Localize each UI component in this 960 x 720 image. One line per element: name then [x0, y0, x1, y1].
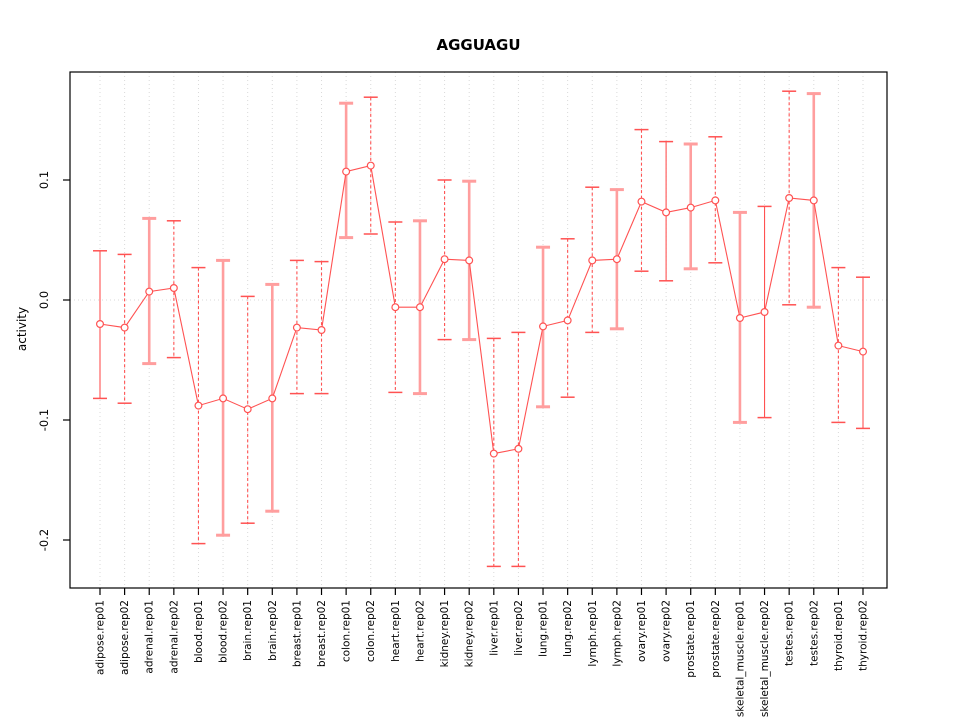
data-point: [834, 341, 843, 350]
x-tick-label: colon.rep01: [341, 600, 353, 662]
x-tick-label: adrenal.rep01: [144, 600, 156, 674]
x-tick-label: liver.rep02: [513, 600, 525, 656]
x-tick-label: heart.rep02: [414, 600, 426, 662]
y-tick-label: 0.1: [37, 171, 51, 189]
data-point: [391, 303, 400, 312]
x-tick-label: thyroid.rep02: [858, 600, 870, 671]
x-tick-label: adipose.rep02: [119, 600, 131, 675]
data-point: [489, 449, 498, 458]
x-tick-label: testes.rep02: [808, 600, 820, 666]
data-point: [317, 326, 326, 335]
x-tick-label: breast.rep02: [316, 600, 328, 667]
data-point: [440, 255, 449, 264]
data-point: [612, 255, 621, 264]
data-point: [169, 284, 178, 293]
data-point: [268, 394, 277, 403]
data-point: [686, 203, 695, 212]
x-tick-label: blood.rep02: [218, 600, 230, 663]
data-point: [219, 394, 228, 403]
x-tick-label: lung.rep02: [562, 600, 574, 657]
data-point: [735, 314, 744, 323]
plot-border: [69, 71, 888, 589]
data-point: [711, 196, 720, 205]
y-tick-label: -0.2: [37, 529, 51, 551]
data-point: [366, 161, 375, 170]
data-point: [563, 316, 572, 325]
x-tick-label: blood.rep01: [193, 600, 205, 663]
x-tick-label: kidney.rep01: [439, 600, 451, 667]
x-tick-label: liver.rep01: [488, 600, 500, 656]
x-tick-label: skeletal_muscle.rep02: [759, 600, 771, 717]
x-tick-label: kidney.rep02: [464, 600, 476, 667]
data-point: [514, 444, 523, 453]
data-point: [120, 323, 129, 332]
data-point: [760, 308, 769, 317]
x-tick-label: lung.rep01: [538, 600, 550, 657]
x-tick-label: thyroid.rep01: [833, 600, 845, 671]
data-point: [588, 256, 597, 265]
data-point: [415, 303, 424, 312]
x-tick-label: adipose.rep01: [95, 600, 107, 675]
data-point: [662, 208, 671, 217]
x-tick-label: skeletal_muscle.rep01: [734, 600, 746, 717]
data-point: [145, 287, 154, 296]
x-tick-label: ovary.rep01: [636, 600, 648, 662]
data-point: [243, 405, 252, 414]
data-point: [539, 322, 548, 331]
data-point: [342, 167, 351, 176]
x-tick-label: prostate.rep01: [685, 600, 697, 678]
x-tick-label: brain.rep01: [242, 600, 254, 661]
data-point: [292, 323, 301, 332]
x-tick-label: colon.rep02: [365, 600, 377, 662]
data-point: [785, 194, 794, 203]
x-tick-label: lymph.rep01: [587, 600, 599, 667]
chart-title: AGGUAGU: [436, 36, 521, 54]
x-tick-label: adrenal.rep02: [168, 600, 180, 674]
data-point: [95, 320, 104, 329]
x-tick-label: testes.rep01: [784, 600, 796, 666]
data-point: [809, 196, 818, 205]
data-point: [637, 197, 646, 206]
data-point: [465, 256, 474, 265]
x-tick-label: brain.rep02: [267, 600, 279, 661]
series-line: [99, 164, 864, 455]
x-tick-label: breast.rep01: [291, 600, 303, 667]
data-point: [858, 347, 867, 356]
x-tick-label: ovary.rep02: [661, 600, 673, 662]
x-tick-label: heart.rep01: [390, 600, 402, 662]
x-tick-label: lymph.rep02: [611, 600, 623, 667]
data-point: [194, 401, 203, 410]
y-tick-label: 0.0: [37, 291, 51, 309]
x-tick-label: prostate.rep02: [710, 600, 722, 678]
y-tick-label: -0.1: [37, 409, 51, 431]
